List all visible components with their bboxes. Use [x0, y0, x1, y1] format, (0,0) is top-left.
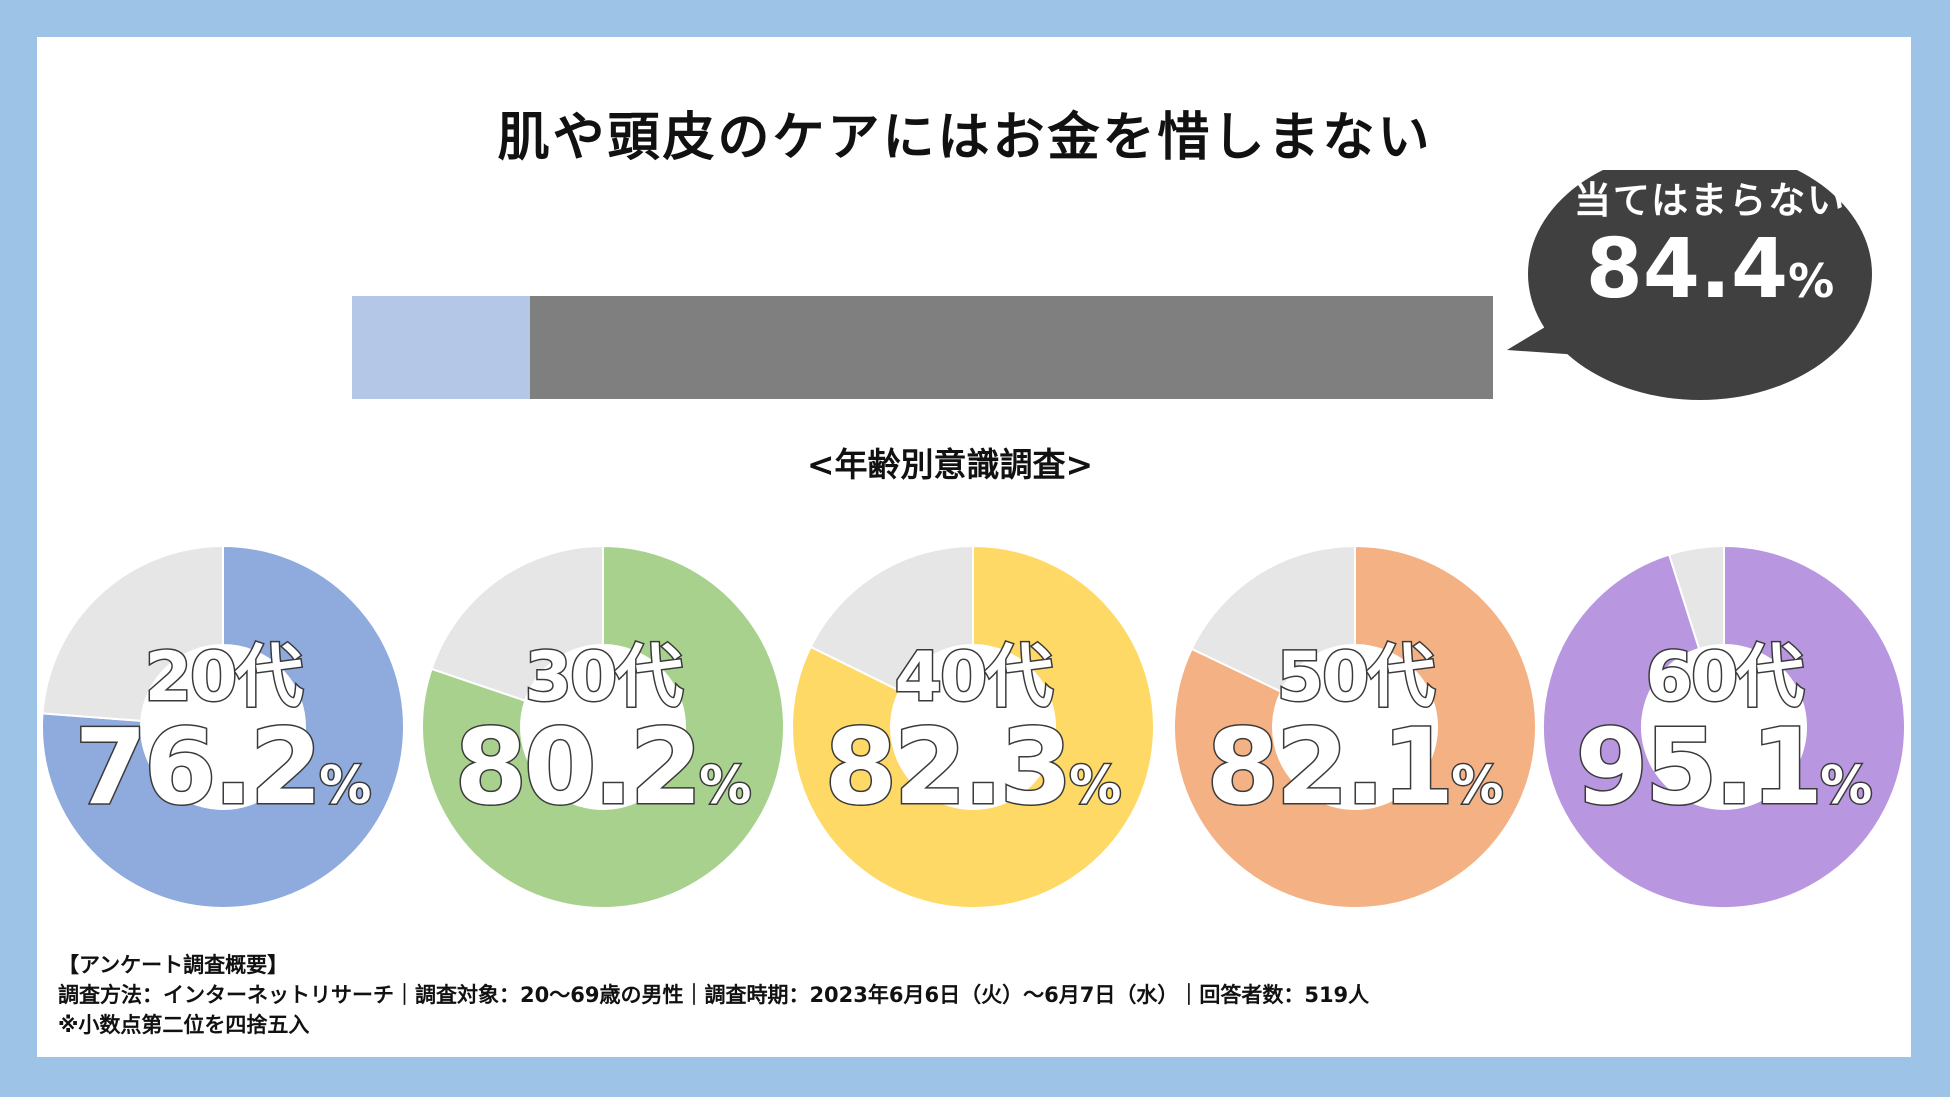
- footer-note: ※小数点第二位を四捨五入: [58, 1013, 310, 1037]
- donut-chart-5: 60代 95.1%: [1542, 544, 1906, 909]
- donut-value-unit: %: [1450, 755, 1505, 818]
- callout-value-unit: %: [1788, 254, 1835, 308]
- donut-slice-rest: [1667, 544, 1725, 651]
- donut-chart-4: 50代 82.1%: [1173, 544, 1537, 909]
- donut-slice-applies: [41, 544, 405, 909]
- donut-svg: [41, 544, 405, 909]
- donut-value-label: 80.2%: [422, 705, 784, 830]
- donut-value-unit: %: [698, 755, 753, 818]
- donut-chart-1: 20代 76.2%: [41, 544, 405, 909]
- donut-age-label: 60代: [1644, 637, 1806, 719]
- donut-chart-2: 30代 80.2%: [421, 544, 785, 909]
- donut-svg: [1173, 544, 1537, 909]
- donut-value-unit: %: [1068, 755, 1123, 818]
- donut-value-label: 82.1%: [1174, 705, 1536, 830]
- donut-slice-rest: [809, 544, 974, 693]
- donut-slice-applies: [791, 544, 1155, 909]
- callout-label: 当てはまらない: [1573, 179, 1847, 222]
- bar-segment-applies: [352, 296, 530, 399]
- footer-details: 調査方法：インターネットリサーチ｜調査対象：20～69歳の男性｜調査時期：202…: [58, 983, 1370, 1007]
- callout-value-number: 84.4: [1585, 222, 1789, 317]
- donut-svg: [1542, 544, 1906, 909]
- donut-slice-rest: [1190, 544, 1356, 693]
- donut-value-number: 80.2: [453, 705, 704, 830]
- callout-bubble: 当てはまらない 84.4%: [1495, 170, 1895, 410]
- donut-slice-applies: [1542, 544, 1906, 909]
- donut-age-label: 20代: [143, 637, 305, 719]
- footer-heading: 【アンケート調査概要】: [58, 953, 289, 977]
- donut-value-unit: %: [318, 755, 373, 818]
- donut-value-label: 95.1%: [1543, 705, 1905, 830]
- donut-svg: [421, 544, 785, 909]
- donut-value-number: 95.1: [1574, 705, 1825, 830]
- callout-bubble-shape: [1507, 170, 1872, 400]
- donut-age-label: 30代: [523, 637, 685, 719]
- callout-value: 84.4%: [1525, 222, 1895, 317]
- donut-value-label: 82.3%: [792, 705, 1154, 830]
- donut-svg: [791, 544, 1155, 909]
- donut-value-unit: %: [1819, 755, 1874, 818]
- donut-chart-3: 40代 82.3%: [791, 544, 1155, 909]
- survey-footer: 【アンケート調査概要】 調査方法：インターネットリサーチ｜調査対象：20～69歳…: [58, 950, 1369, 1040]
- donut-value-number: 82.3: [823, 705, 1074, 830]
- donut-age-label: 50代: [1275, 637, 1437, 719]
- donut-slice-rest: [41, 544, 224, 722]
- section-subtitle: <年齢別意識調査>: [806, 445, 1094, 484]
- bar-segment-not-applies: [529, 296, 1493, 399]
- chart-title: 肌や頭皮のケアにはお金を惜しまない: [497, 108, 1433, 168]
- donut-age-label: 40代: [893, 637, 1055, 719]
- donut-value-number: 76.2: [73, 705, 324, 830]
- donut-slice-rest: [430, 544, 604, 702]
- donut-value-label: 76.2%: [42, 705, 404, 830]
- donut-value-number: 82.1: [1205, 705, 1456, 830]
- donut-slice-applies: [1173, 544, 1537, 909]
- donut-slice-applies: [421, 544, 785, 909]
- summary-stacked-bar: [352, 296, 1493, 399]
